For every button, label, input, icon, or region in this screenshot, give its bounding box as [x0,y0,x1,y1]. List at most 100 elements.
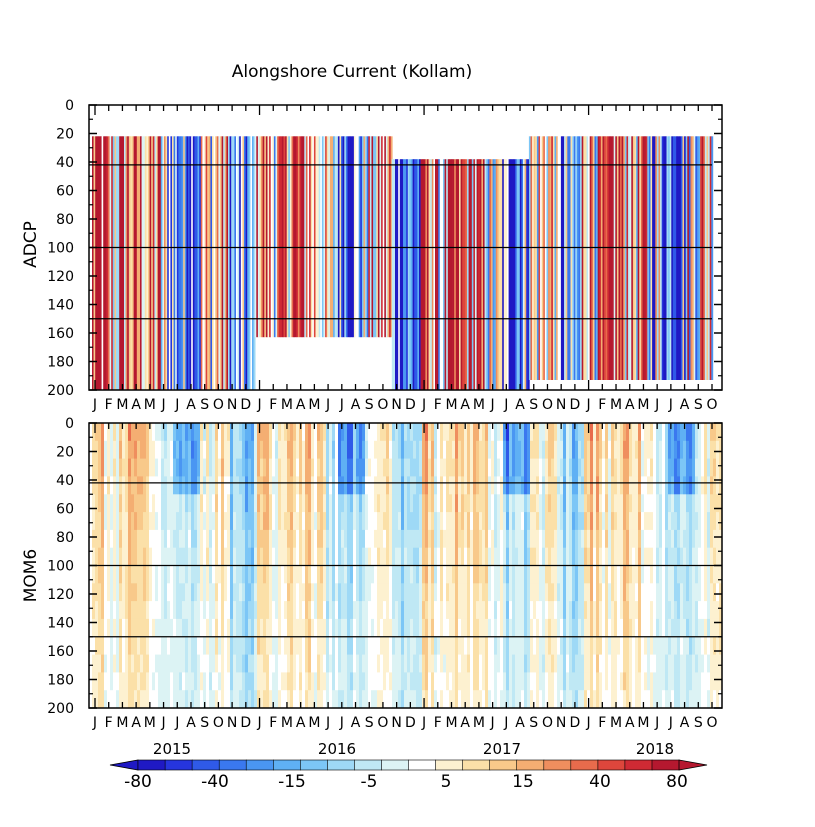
mom6-cell [206,618,210,638]
mom6-cell [98,565,102,584]
adcp-streak [497,159,500,390]
x-month-label: J [160,715,165,731]
mom6-cell [374,672,378,691]
mom6-cell [167,423,171,442]
mom6-cell [125,690,129,708]
mom6-cell [182,690,186,708]
mom6-cell [566,618,570,638]
adcp-streak [455,159,458,390]
mom6-cell [380,547,384,567]
adcp-streak [533,136,536,380]
mom6-cell [491,601,495,620]
mom6-cell [335,565,339,584]
mom6-cell [299,601,303,620]
mom6-cell [272,440,276,460]
mom6-cell [365,423,369,442]
mom6-cell [221,565,225,584]
mom6-cell [317,618,321,638]
mom6-cell [215,512,219,531]
mom6-cell [296,636,300,656]
mom6-cell [527,423,531,442]
mom6-cell [719,476,722,495]
mom6-cell [521,672,525,691]
mom6-cell [641,565,645,584]
adcp-streak [385,136,388,338]
mom6-cell [212,458,216,477]
adcp-streak [184,136,187,390]
mom6-cell [689,654,693,673]
mom6-cell [650,423,654,442]
mom6-cell [176,476,180,495]
mom6-cell [377,583,381,602]
mom6-cell [635,654,639,673]
mom6-cell [443,636,447,656]
mom6-cell [536,423,540,442]
mom6-cell [536,529,540,549]
mom6-cell [494,547,498,567]
mom6-cell [116,618,120,638]
mom6-cell [464,440,468,460]
mom6-cell [245,672,249,691]
mom6-cell [191,547,195,567]
mom6-cell [602,423,606,442]
mom6-cell [392,512,396,531]
mom6-cell [704,458,708,477]
mom6-cell [539,583,543,602]
adcp-streak [188,136,190,390]
mom6-cell [155,672,159,691]
mom6-cell [167,529,171,549]
mom6-cell [482,423,486,442]
mom6-cell [554,654,558,673]
colorbar-swatch [137,759,166,771]
mom6-cell [509,440,513,460]
mom6-cell [200,512,204,531]
mom6-cell [365,672,369,691]
mom6-cell [644,583,648,602]
mom6-cell [458,618,462,638]
mom6-cell [449,458,453,477]
mom6-cell [545,494,549,513]
mom6-cell [176,601,180,620]
mom6-cell [389,440,393,460]
mom6-cell [194,601,198,620]
mom6-cell [224,618,228,638]
mom6-cell [620,512,624,531]
adcp-streak [489,159,492,390]
mom6-cell [104,529,108,549]
mom6-cell [407,494,411,513]
mom6-cell [533,440,537,460]
mom6-cell [257,565,261,584]
mom6-cell [137,672,141,691]
mom6-cell [116,690,120,708]
mom6-cell [509,618,513,638]
mom6-cell [155,565,159,584]
mom6-cell [137,636,141,656]
mom6-cell [221,636,225,656]
mom6-cell [116,458,120,477]
mom6-cell [680,636,684,656]
mom6-cell [617,672,621,691]
mom6-cell [707,547,711,567]
x-month-label: A [351,715,361,731]
mom6-cell [692,672,696,691]
mom6-cell [305,476,309,495]
adcp-streak [229,136,232,390]
mom6-cell [176,529,180,549]
mom6-cell [272,494,276,513]
mom6-cell [311,672,315,691]
mom6-cell [251,583,255,602]
mom6-cell [467,636,471,656]
mom6-cell [479,618,483,638]
mom6-cell [254,583,258,602]
x-month-label: A [515,397,525,413]
mom6-cell [632,494,636,513]
mom6-cell [641,476,645,495]
mom6-cell [392,458,396,477]
mom6-cell [236,494,240,513]
mom6-field [92,423,722,708]
mom6-cell [233,494,237,513]
mom6-cell [437,476,441,495]
mom6-cell [92,583,96,602]
mom6-cell [314,476,318,495]
x-month-label: J [92,397,97,413]
